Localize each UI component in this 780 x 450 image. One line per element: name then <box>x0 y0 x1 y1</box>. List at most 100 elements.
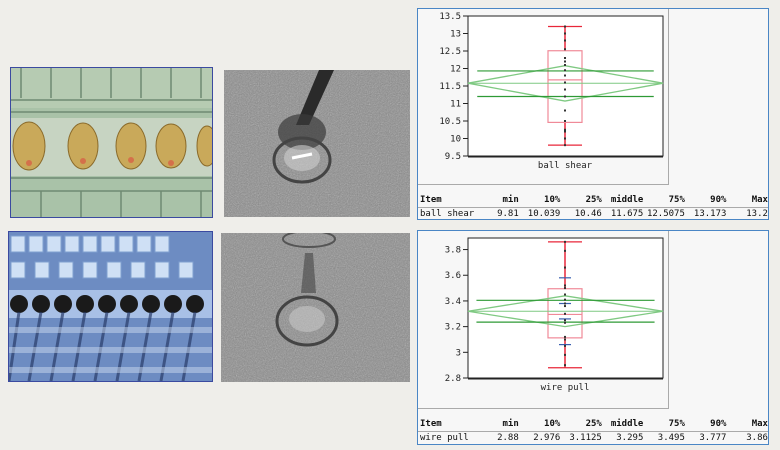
wire-pull-panel: 2.8 3 3.2 3.4 3.6 3.8 wire pull Item min 10% 2… <box>417 230 769 445</box>
data-point <box>564 321 566 324</box>
data-point <box>564 364 566 367</box>
y-tick-label: 3.8 <box>445 246 461 256</box>
y-tick-label: 12 <box>450 65 461 75</box>
data-point <box>564 130 566 133</box>
y-tick-label: 11.5 <box>439 82 461 92</box>
header-min: min <box>502 195 519 205</box>
chip-blue-pads-photo <box>8 231 213 382</box>
x-axis-label: wire pull <box>541 383 590 393</box>
data-point <box>564 32 566 35</box>
data-point <box>564 305 566 308</box>
data-point <box>564 319 566 322</box>
chip-gold-pads-photo <box>10 67 213 218</box>
header-p25: 25% <box>585 195 602 205</box>
ball-shear-box-plot: 9.5 10 10.5 11 11.5 12 12.5 13 13.5 ball shear <box>439 12 664 171</box>
cell-p25: 3.1125 <box>569 433 602 443</box>
cell-middle: 11.675 <box>610 209 644 219</box>
data-point <box>564 74 566 77</box>
y-tick-label: 13 <box>450 30 461 40</box>
wire-pull-plot-frame: 2.8 3 3.2 3.4 3.6 3.8 wire pull <box>418 231 669 409</box>
y-tick-label: 10 <box>450 135 461 145</box>
data-point <box>564 25 566 28</box>
y-tick-label: 2.8 <box>445 374 461 384</box>
ball-shear-plot-frame: 9.5 10 10.5 11 11.5 12 12.5 13 13.5 ball shear <box>418 9 669 185</box>
cell-p10: 2.976 <box>533 433 561 443</box>
y-tick-label: 3.4 <box>445 297 461 307</box>
wire-pull-box-plot: 2.8 3 3.2 3.4 3.6 3.8 wire pull <box>445 237 664 393</box>
data-point <box>564 69 566 72</box>
header-p10: 10% <box>544 195 561 205</box>
data-point <box>564 344 566 347</box>
data-point <box>564 88 566 91</box>
header-p10: 10% <box>544 419 561 429</box>
data-point <box>564 128 566 131</box>
header-p75: 75% <box>668 419 685 429</box>
data-point <box>564 266 566 269</box>
cell-item: wire pull <box>420 433 469 443</box>
header-p90: 90% <box>710 195 727 205</box>
header-p90: 90% <box>710 419 727 429</box>
table-header-row: Item min 10% 25% middle 75% 90% Max <box>418 194 768 207</box>
data-point <box>564 293 566 296</box>
header-middle: middle <box>610 419 644 429</box>
header-middle: middle <box>610 195 644 205</box>
cell-max: 13.2 <box>746 209 768 219</box>
header-max: Max <box>751 195 768 205</box>
ball-shear-panel: 9.5 10 10.5 11 11.5 12 12.5 13 13.5 ball shear It… <box>417 8 769 220</box>
data-point <box>564 120 566 122</box>
y-tick-label: 3 <box>456 348 461 358</box>
wire-pull-table: Item min 10% 25% middle 75% 90% Max wire… <box>418 418 768 445</box>
cell-p90: 3.777 <box>699 433 727 443</box>
header-item: Item <box>420 419 442 429</box>
data-point <box>564 95 566 98</box>
ball-bond-sem-photo-top <box>224 70 410 217</box>
header-max: Max <box>751 419 768 429</box>
data-point <box>564 48 566 51</box>
data-point <box>564 249 566 252</box>
data-point <box>564 335 566 338</box>
header-item: Item <box>420 195 442 205</box>
cell-p25: 10.46 <box>574 209 602 219</box>
data-point <box>564 109 566 112</box>
data-point <box>564 240 566 243</box>
table-row: wire pull 2.88 2.976 3.1125 3.295 3.495 … <box>418 431 768 445</box>
y-tick-label: 3.6 <box>445 271 461 281</box>
data-point <box>564 137 566 140</box>
ball-bond-sem-photo-bottom <box>221 233 410 382</box>
cell-middle: 3.295 <box>616 433 644 443</box>
data-point <box>564 338 566 341</box>
y-tick-label: 13.5 <box>439 12 461 22</box>
data-point <box>564 284 566 287</box>
data-point <box>564 81 566 84</box>
data-point <box>564 60 566 63</box>
header-p25: 25% <box>585 419 602 429</box>
data-point <box>564 302 566 305</box>
y-tick-label: 12.5 <box>439 47 461 57</box>
data-point <box>564 144 566 147</box>
header-p75: 75% <box>668 195 685 205</box>
ball-shear-table: Item min 10% 25% middle 75% 90% Max ball… <box>418 194 768 221</box>
y-tick-label: 10.5 <box>439 117 461 127</box>
header-min: min <box>502 419 519 429</box>
cell-max: 3.86 <box>746 433 768 443</box>
cell-p90: 13.173 <box>693 209 727 219</box>
iqr-box <box>547 50 583 123</box>
cell-p75: 3.495 <box>657 433 685 443</box>
data-point <box>564 298 566 301</box>
data-point <box>564 64 566 66</box>
cell-min: 9.81 <box>497 209 519 219</box>
data-point <box>564 57 566 59</box>
table-header-row: Item min 10% 25% middle 75% 90% Max <box>418 418 768 431</box>
y-tick-label: 9.5 <box>445 152 461 162</box>
cell-p10: 10.039 <box>527 209 561 219</box>
x-axis-label: ball shear <box>538 161 593 171</box>
data-point <box>564 353 566 356</box>
data-point <box>564 39 566 42</box>
cell-min: 2.88 <box>497 433 519 443</box>
table-row: ball shear 9.81 10.039 10.46 11.675 12.5… <box>418 207 768 221</box>
y-tick-label: 3.2 <box>445 323 461 333</box>
cell-item: ball shear <box>420 209 475 219</box>
cell-p75: 12.5075 <box>646 209 685 219</box>
y-tick-label: 11 <box>450 100 461 110</box>
data-point <box>564 287 566 290</box>
